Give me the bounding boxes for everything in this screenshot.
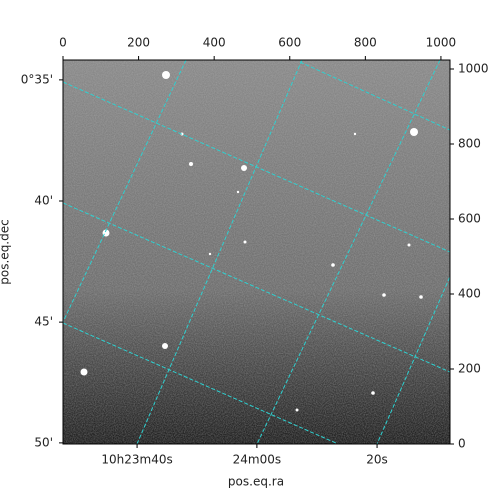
x-tick-label: 0: [59, 36, 67, 50]
x-tick-label: 600: [278, 36, 301, 50]
sky-image: [63, 60, 450, 444]
x-tick-label: 800: [354, 36, 377, 50]
y-tick-label: 1000: [458, 62, 489, 76]
x-tick-label: 1000: [426, 36, 457, 50]
dec-tick-label: 0°35': [21, 72, 53, 86]
dec-tick-label: 50': [34, 435, 53, 449]
y-tick-label: 0: [458, 437, 466, 451]
y-tick-label: 600: [458, 212, 481, 226]
x-tick-label: 400: [203, 36, 226, 50]
x-axis-label: pos.eq.ra: [228, 475, 284, 489]
ra-tick-label: 24m00s: [233, 453, 281, 467]
y-tick-label: 800: [458, 137, 481, 151]
ra-tick-label: 10h23m40s: [101, 453, 172, 467]
dec-tick-label: 45': [34, 315, 53, 329]
y-axis-label: pos.eq.dec: [0, 219, 12, 284]
ra-tick-label: 20s: [366, 453, 388, 467]
y-tick-label: 400: [458, 287, 481, 301]
x-tick-label: 200: [127, 36, 150, 50]
y-tick-label: 200: [458, 362, 481, 376]
dec-tick-label: 40': [34, 194, 53, 208]
